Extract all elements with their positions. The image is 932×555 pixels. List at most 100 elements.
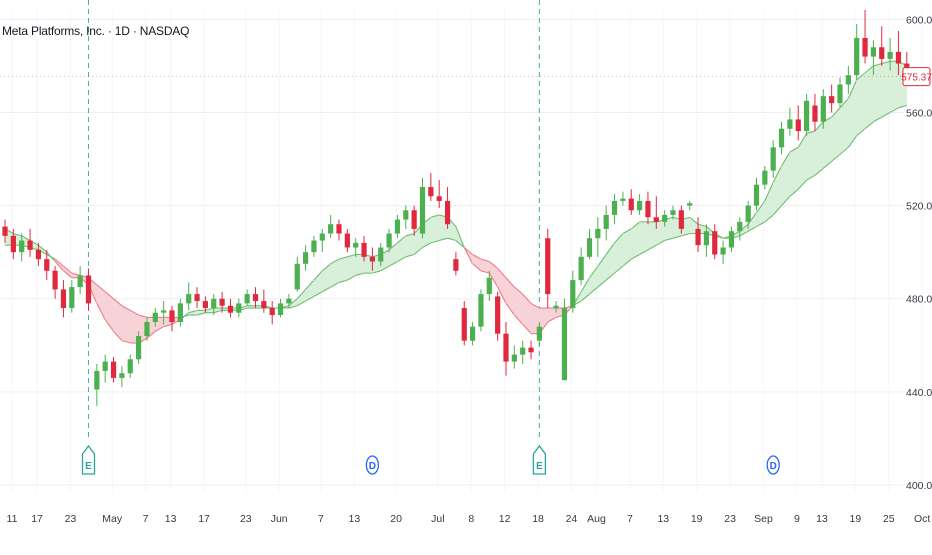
slow-ema-segment (589, 286, 599, 295)
candle-body (620, 198, 626, 201)
time-tick-label: 13 (657, 513, 669, 525)
slow-ema-segment (806, 174, 816, 181)
candle-body (194, 294, 200, 302)
fast-ema-segment (497, 286, 507, 304)
candle-body (536, 326, 542, 341)
candle-body (712, 231, 718, 255)
candle-body (687, 203, 693, 206)
ribbon-band-segment (338, 256, 348, 283)
candle (653, 196, 659, 229)
candle-body (127, 359, 133, 374)
candle-body (628, 198, 634, 211)
price-axis[interactable]: 600.00 560.00 520.00 480.00 440.00 400.00 (906, 14, 932, 492)
slow-ema-segment (881, 111, 891, 118)
candle-body (737, 221, 743, 232)
fast-ema-segment (113, 330, 123, 342)
candle (169, 305, 175, 332)
candle (795, 105, 801, 141)
time-tick-label: 19 (850, 513, 862, 525)
candle (252, 287, 259, 309)
slow-ema-segment (305, 295, 315, 302)
candle-body (787, 119, 793, 129)
candle (328, 214, 334, 239)
candle-body (244, 294, 250, 304)
candle-body (319, 233, 325, 241)
fast-ema-segment (163, 323, 173, 328)
dividend-marker-label: D (369, 461, 376, 472)
candle-body (35, 249, 41, 260)
fast-ema-segment (697, 223, 707, 228)
candle-body (177, 303, 183, 323)
slow-ema-segment (656, 240, 665, 246)
slow-ema-segment (447, 237, 457, 242)
slow-ema-segment (455, 240, 465, 248)
candle (202, 296, 208, 313)
candle (269, 301, 275, 325)
candle-body (895, 51, 902, 64)
candle (119, 366, 125, 388)
candle-body (152, 312, 158, 323)
price-tick-label: 600.00 (906, 14, 932, 26)
candle (336, 219, 342, 241)
candle-body (770, 147, 776, 171)
candle-body (353, 242, 359, 248)
slow-ema-segment (605, 272, 615, 281)
candle (787, 107, 793, 136)
ribbon-band-segment (856, 72, 866, 137)
candle (211, 294, 217, 316)
candle-body (820, 96, 826, 122)
candle-body (553, 305, 559, 309)
candle-body (102, 361, 108, 371)
candle-body (879, 47, 885, 59)
candle-body (862, 37, 868, 57)
candle (862, 10, 868, 64)
candle (60, 280, 67, 318)
slow-ema-segment (480, 258, 490, 263)
fast-ema-segment (839, 98, 849, 109)
candle-body (161, 310, 167, 313)
candle (428, 172, 434, 201)
time-tick-label: 24 (566, 513, 578, 525)
slow-ema-segment (355, 272, 365, 276)
candle-body (703, 231, 709, 246)
slow-ema-segment (756, 221, 766, 228)
ribbon-band-segment (639, 221, 649, 256)
ribbon-band-segment (864, 65, 874, 130)
candle (227, 298, 234, 318)
slow-ema-segment (789, 188, 799, 197)
fast-ema-segment (797, 133, 808, 148)
slow-ema-segment (405, 253, 415, 258)
candle (10, 228, 16, 260)
candle (503, 322, 509, 376)
slow-ema-segment (338, 279, 348, 283)
fast-ema-segment (155, 326, 164, 332)
fast-ema-segment (589, 265, 599, 279)
time-tick-label: Oct (914, 513, 930, 525)
candle-body (144, 322, 150, 336)
dividend-marker-shape (365, 455, 380, 475)
candle (486, 270, 492, 302)
candle-body (837, 84, 843, 104)
price-tick-label: 520.00 (906, 201, 932, 213)
candle (344, 228, 350, 253)
candle (277, 298, 284, 318)
candle-body (670, 210, 676, 215)
candle-body (77, 275, 83, 288)
ribbon-band-segment (305, 279, 315, 302)
candle (127, 354, 133, 378)
candle (311, 235, 317, 257)
candle-body (603, 214, 609, 229)
fast-ema-segment (814, 121, 824, 132)
time-axis[interactable]: 11 17 23 May 7 13 17 23 Jun 7 13 20 Jul 8 12 18 24 Aug 7 13… (7, 513, 932, 525)
ribbon-band-segment (405, 233, 415, 258)
candle-body (361, 242, 367, 257)
time-tick-label: 8 (468, 513, 474, 525)
earnings-marker-icon: E (532, 444, 547, 475)
candle-body (812, 105, 818, 122)
candle (703, 224, 709, 257)
slow-ema-segment (463, 247, 473, 255)
last-price: 575.37 (0, 67, 932, 87)
candle-body (219, 298, 225, 306)
